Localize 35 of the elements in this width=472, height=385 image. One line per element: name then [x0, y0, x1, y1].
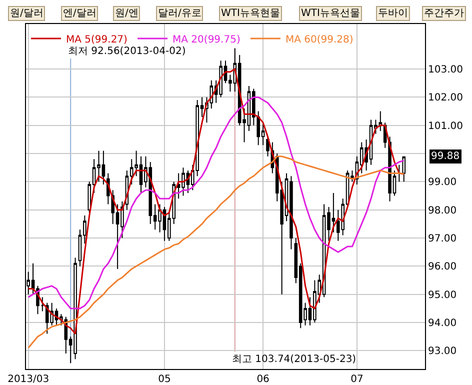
y-tick-label: 95.00	[428, 290, 457, 301]
y-tick-label: 94.00	[428, 318, 457, 330]
x-tick-label: 2013/03	[8, 374, 50, 385]
text: 두바이	[378, 8, 408, 19]
legend-label: MA 60(99.28)	[285, 34, 354, 46]
text: 원/달러	[10, 8, 44, 19]
candlestick	[378, 110, 382, 132]
x-tick-label: 07	[350, 374, 364, 385]
y-tick-label: 99.00	[428, 177, 457, 188]
candlestick	[402, 156, 406, 182]
text: 원/엔	[115, 8, 138, 19]
legend-label: MA 5(99.27)	[66, 34, 128, 46]
legend-label: MA 20(99.75)	[172, 34, 240, 46]
line-series	[28, 68, 405, 335]
candlestick	[40, 296, 44, 312]
text: WTI뉴욕선물	[301, 8, 360, 19]
line-series	[28, 156, 405, 349]
y-tick-label: 98.00	[428, 205, 457, 216]
y-tick-label: 93.00	[428, 346, 457, 358]
candlestick	[266, 136, 270, 157]
y-tick-label: 96.00	[428, 262, 457, 273]
annotation: 최고 103.74(2013-05-23)	[232, 354, 356, 365]
text: WTI뉴욕현물	[221, 8, 280, 19]
text: 주간주가	[424, 8, 464, 19]
y-tick-label: 102.00	[428, 92, 463, 104]
text: 99.88	[431, 151, 460, 162]
text: 엔/달러	[63, 8, 96, 19]
y-tick-label: 97.00	[428, 234, 457, 245]
annotation: 최저 92.56(2013-04-02)	[68, 46, 186, 57]
x-tick-label: 05	[158, 374, 171, 385]
y-tick-label: 103.00	[428, 64, 463, 76]
x-tick-label: 06	[256, 374, 270, 385]
line-series	[28, 96, 405, 310]
text: 달러/유로	[158, 8, 202, 19]
y-tick-label: 101.00	[428, 120, 463, 132]
